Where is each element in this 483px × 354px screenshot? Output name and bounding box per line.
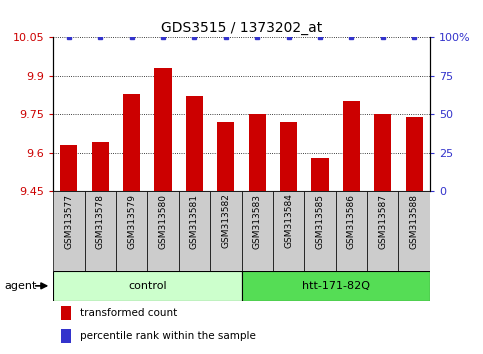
Text: GSM313585: GSM313585 (315, 194, 325, 249)
Bar (61, 329, 71, 343)
Text: GSM313588: GSM313588 (410, 194, 419, 249)
Bar (123, 93, 140, 191)
Bar (210, 191, 242, 271)
Bar (85, 191, 116, 271)
Title: GDS3515 / 1373202_at: GDS3515 / 1373202_at (161, 21, 322, 35)
Text: transformed count: transformed count (80, 308, 177, 318)
Bar (155, 68, 171, 191)
Bar (374, 114, 391, 191)
Bar (186, 96, 203, 191)
Text: percentile rank within the sample: percentile rank within the sample (80, 331, 256, 341)
Bar (179, 191, 210, 271)
Bar (304, 191, 336, 271)
Text: GSM313578: GSM313578 (96, 194, 105, 249)
Bar (61, 306, 71, 320)
Text: agent: agent (5, 281, 37, 291)
Bar (406, 117, 423, 191)
Bar (92, 142, 109, 191)
Text: control: control (128, 281, 167, 291)
Bar (273, 191, 304, 271)
Text: GSM313582: GSM313582 (221, 194, 230, 249)
Text: GSM313581: GSM313581 (190, 194, 199, 249)
Bar (367, 191, 398, 271)
Bar (312, 158, 328, 191)
Text: htt-171-82Q: htt-171-82Q (302, 281, 369, 291)
Bar (336, 191, 367, 271)
Bar (60, 145, 77, 191)
Bar (147, 191, 179, 271)
Text: GSM313587: GSM313587 (378, 194, 387, 249)
Bar (242, 191, 273, 271)
Bar (280, 122, 297, 191)
Bar (217, 122, 234, 191)
Bar (343, 101, 360, 191)
Text: GSM313579: GSM313579 (127, 194, 136, 249)
Bar (53, 271, 242, 301)
Text: GSM313586: GSM313586 (347, 194, 356, 249)
Text: GSM313580: GSM313580 (158, 194, 168, 249)
Text: GSM313584: GSM313584 (284, 194, 293, 249)
Bar (249, 114, 266, 191)
Bar (242, 271, 430, 301)
Bar (398, 191, 430, 271)
Text: GSM313583: GSM313583 (253, 194, 262, 249)
Text: GSM313577: GSM313577 (64, 194, 73, 249)
Bar (116, 191, 147, 271)
Bar (53, 191, 85, 271)
